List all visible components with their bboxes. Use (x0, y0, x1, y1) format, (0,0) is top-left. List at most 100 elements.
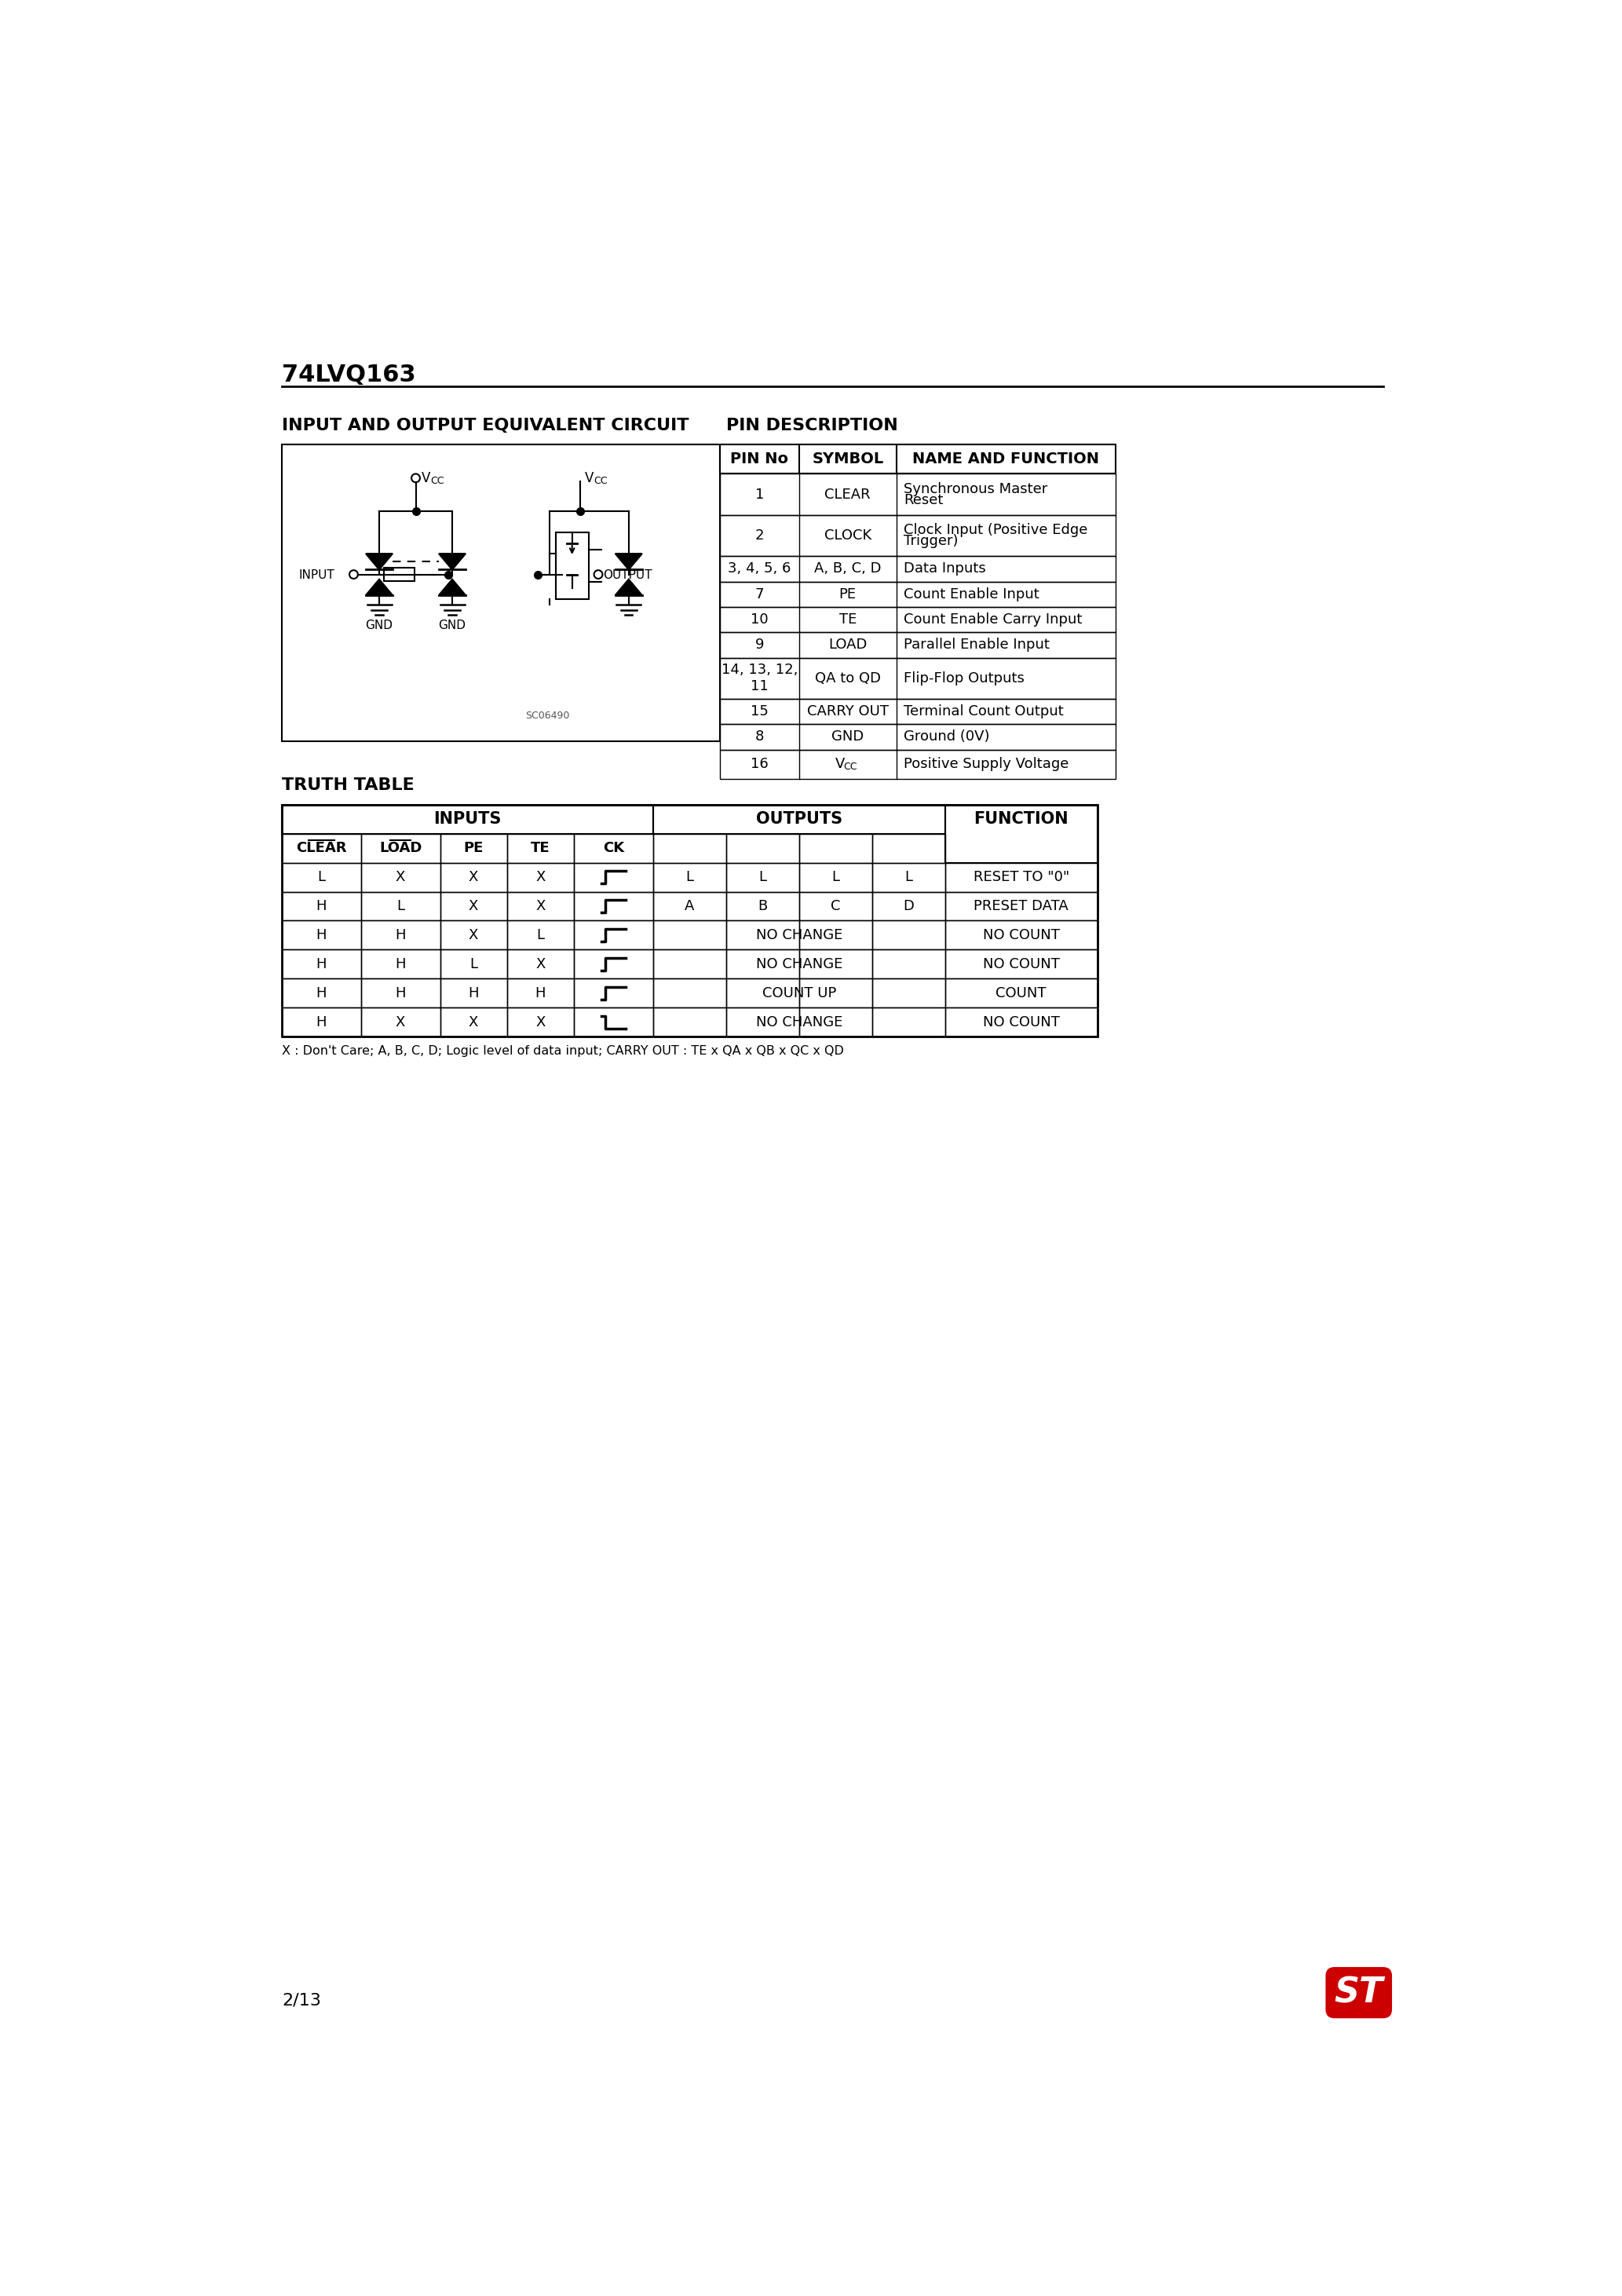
Bar (574, 1008, 654, 1038)
Bar (727, 921, 800, 951)
Bar (800, 891, 873, 921)
Text: NO CHANGE: NO CHANGE (756, 928, 842, 941)
Bar (946, 921, 1096, 951)
Bar (574, 978, 654, 1008)
Text: PIN No: PIN No (730, 452, 788, 466)
Bar (574, 891, 654, 921)
Bar (440, 1008, 508, 1038)
Text: L: L (759, 870, 767, 884)
Polygon shape (367, 553, 393, 569)
Text: H: H (316, 928, 326, 941)
Text: X: X (535, 1015, 545, 1029)
Text: H: H (396, 957, 406, 971)
Bar (282, 951, 362, 978)
Text: 1: 1 (754, 487, 764, 501)
Polygon shape (367, 579, 393, 595)
Text: X: X (535, 957, 545, 971)
Bar (727, 978, 800, 1008)
Bar (720, 631, 1116, 657)
Text: L: L (318, 870, 326, 884)
Text: V: V (586, 471, 594, 484)
Text: LOAD: LOAD (829, 638, 868, 652)
Text: V: V (422, 471, 431, 484)
Text: L: L (832, 870, 840, 884)
Bar (362, 863, 440, 891)
Bar (508, 863, 574, 891)
Text: RESET TO "0": RESET TO "0" (973, 870, 1069, 884)
Bar (800, 921, 873, 951)
Bar (946, 978, 1096, 1008)
Bar (720, 556, 1116, 581)
Bar (508, 833, 574, 863)
Bar (873, 951, 946, 978)
Text: SYMBOL: SYMBOL (813, 452, 884, 466)
Bar (654, 833, 727, 863)
Text: X: X (535, 870, 545, 884)
Bar (800, 1008, 873, 1038)
Bar (440, 921, 508, 951)
Text: SC06490: SC06490 (526, 712, 569, 721)
Bar (720, 698, 1116, 723)
Text: L: L (537, 928, 545, 941)
Text: 16: 16 (751, 758, 769, 771)
Text: 15: 15 (751, 705, 769, 719)
Bar (727, 1008, 800, 1038)
Text: CLOCK: CLOCK (824, 528, 871, 542)
Text: L: L (396, 900, 404, 914)
Text: COUNT: COUNT (996, 987, 1046, 1001)
Text: X: X (396, 870, 406, 884)
Bar (727, 951, 800, 978)
Text: INPUT: INPUT (298, 569, 334, 581)
Bar (362, 833, 440, 863)
Text: NAME AND FUNCTION: NAME AND FUNCTION (913, 452, 1100, 466)
Text: H: H (535, 987, 545, 1001)
Bar (654, 863, 727, 891)
Bar (362, 891, 440, 921)
Bar (574, 863, 654, 891)
Polygon shape (615, 553, 642, 569)
Bar (654, 951, 727, 978)
Text: LOAD: LOAD (380, 840, 422, 854)
Bar (282, 921, 362, 951)
Bar (873, 863, 946, 891)
Bar (508, 1008, 574, 1038)
Text: 14, 13, 12,
11: 14, 13, 12, 11 (722, 664, 798, 693)
Text: GND: GND (365, 620, 393, 631)
Text: CARRY OUT: CARRY OUT (806, 705, 889, 719)
Bar (508, 951, 574, 978)
Text: GND: GND (832, 730, 865, 744)
Bar (508, 978, 574, 1008)
Text: PE: PE (464, 840, 483, 854)
Bar (946, 891, 1096, 921)
Text: Synchronous Master: Synchronous Master (903, 482, 1048, 496)
Bar (282, 891, 362, 921)
Bar (800, 951, 873, 978)
Text: Count Enable Carry Input: Count Enable Carry Input (903, 613, 1082, 627)
Text: H: H (396, 928, 406, 941)
Bar (873, 833, 946, 863)
Text: X: X (396, 1015, 406, 1029)
Bar (654, 891, 727, 921)
Text: X : Don't Care; A, B, C, D; Logic level of data input; CARRY OUT : TE x QA x QB : X : Don't Care; A, B, C, D; Logic level … (282, 1045, 843, 1056)
Text: H: H (316, 1015, 326, 1029)
Text: B: B (757, 900, 767, 914)
Bar (946, 804, 1096, 863)
Bar (440, 978, 508, 1008)
Text: X: X (535, 900, 545, 914)
Text: 7: 7 (754, 588, 764, 602)
Bar (574, 951, 654, 978)
Bar (282, 804, 654, 833)
Text: COUNT UP: COUNT UP (762, 987, 835, 1001)
Text: C: C (830, 900, 840, 914)
Bar (282, 1008, 362, 1038)
Text: Clock Input (Positive Edge: Clock Input (Positive Edge (903, 523, 1088, 537)
Bar (282, 804, 1096, 1038)
Bar (440, 863, 508, 891)
Bar (440, 833, 508, 863)
Text: CLEAR: CLEAR (824, 487, 871, 501)
Text: H: H (316, 957, 326, 971)
Text: OUTPUTS: OUTPUTS (756, 810, 842, 827)
Bar (282, 863, 362, 891)
Text: X: X (469, 928, 478, 941)
Text: 3, 4, 5, 6: 3, 4, 5, 6 (728, 563, 792, 576)
